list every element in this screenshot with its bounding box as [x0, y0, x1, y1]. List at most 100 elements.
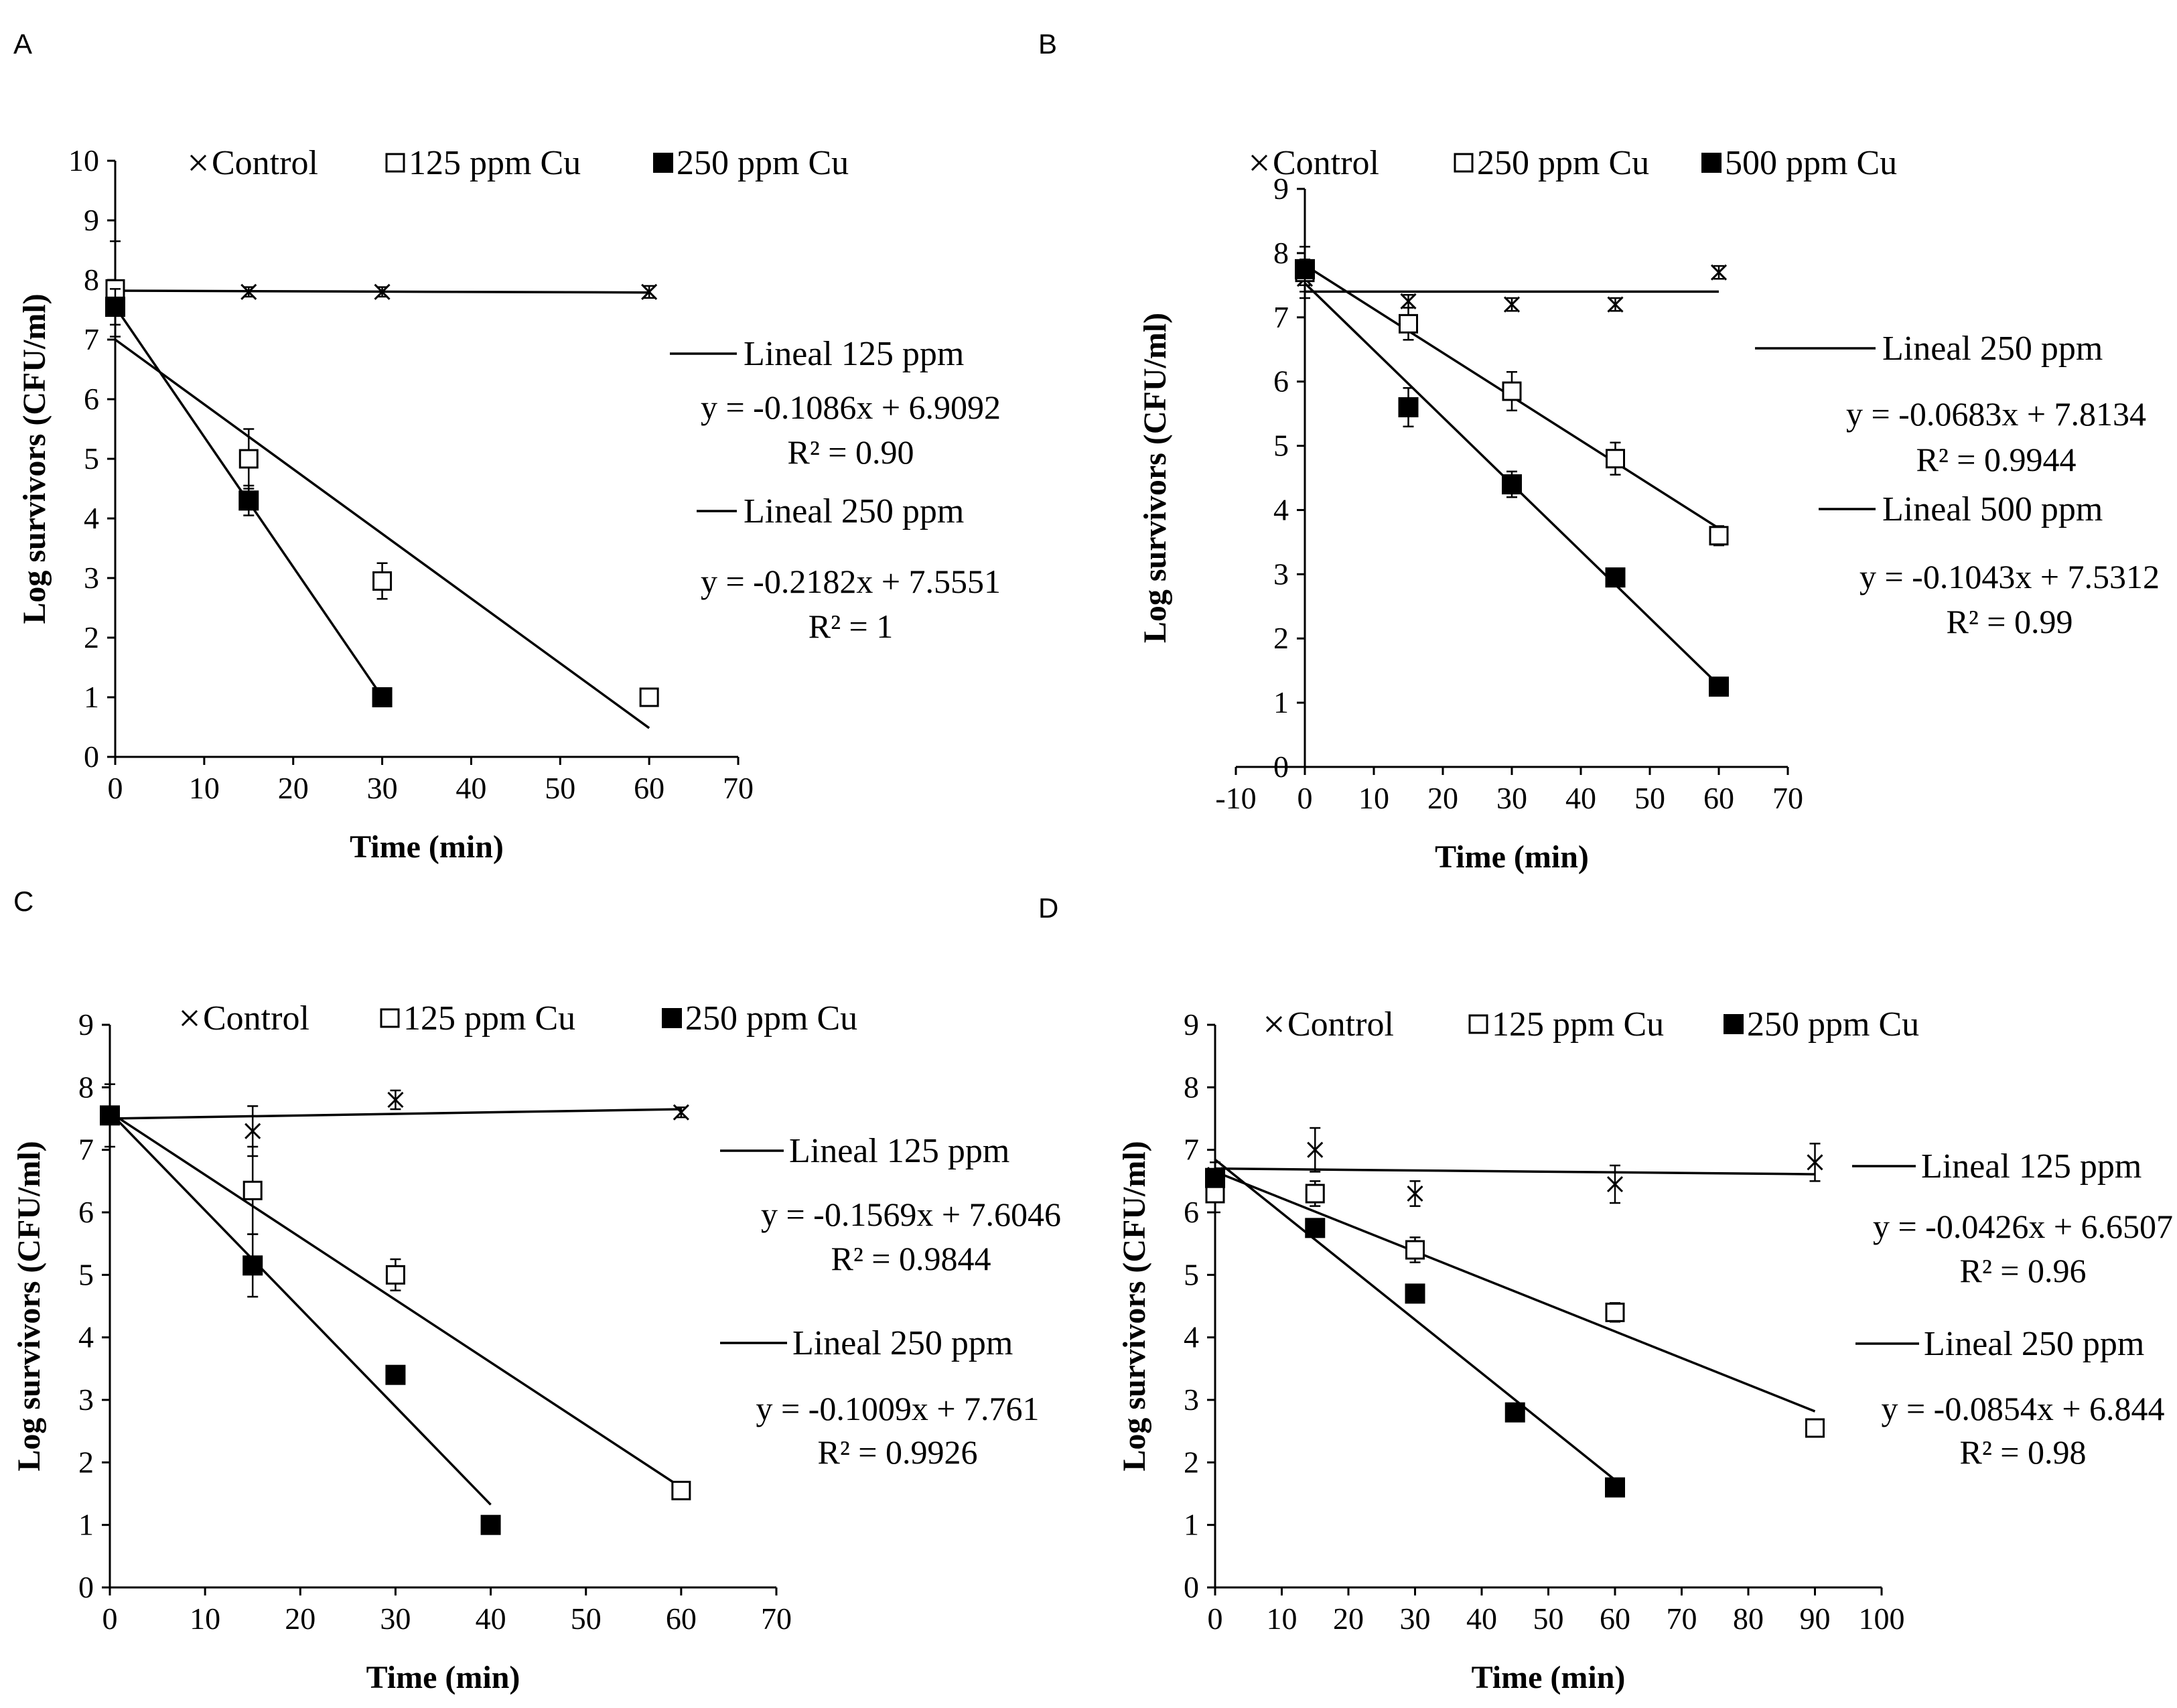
data-point: [244, 1123, 261, 1139]
x-tick-label: 50: [1634, 781, 1665, 815]
legend-label: 250 ppm Cu: [1747, 1005, 1919, 1044]
data-point: [1607, 296, 1624, 313]
fit-name: Lineal 250 ppm: [1924, 1325, 2144, 1363]
data-point: [1405, 1283, 1425, 1304]
x-tick-label: 30: [367, 771, 398, 805]
panel-letter: C: [13, 885, 33, 917]
data-point: [1710, 264, 1728, 281]
y-tick-label: 5: [1273, 429, 1289, 463]
x-tick-label: 0: [108, 771, 123, 805]
data-point: [1709, 526, 1729, 546]
x-tick-label: 40: [1565, 781, 1596, 815]
y-tick-label: 0: [1273, 750, 1289, 784]
y-tick-label: 9: [84, 203, 99, 237]
y-tick-label: 6: [1273, 364, 1289, 399]
fit-name: Lineal 250 ppm: [1882, 330, 2103, 368]
trendline: [109, 1108, 681, 1120]
y-tick-label: 8: [78, 1070, 94, 1104]
legend-label: Control: [1287, 1005, 1394, 1044]
x-tick-label: 10: [189, 771, 220, 805]
data-point: [1502, 381, 1522, 401]
data-point: [105, 297, 125, 317]
data-point: [1805, 1418, 1825, 1438]
y-tick-label: 2: [78, 1445, 94, 1479]
trendline: [1214, 1167, 1815, 1176]
data-point: [641, 283, 658, 300]
fit-name: Lineal 250 ppm: [744, 492, 964, 530]
x-tick-label: 60: [634, 771, 664, 805]
data-point: [673, 1104, 689, 1121]
y-tick-label: 7: [1184, 1133, 1199, 1167]
y-tick-label: 6: [1184, 1195, 1199, 1229]
x-tick-label: 10: [190, 1602, 220, 1636]
legend-label: Control: [1273, 144, 1379, 182]
fit-equation: y = -0.0683x + 7.8134: [1846, 395, 2146, 433]
legend-label: 125 ppm Cu: [403, 999, 575, 1038]
data-point: [242, 1180, 263, 1200]
x-tick-label: 70: [1667, 1602, 1697, 1636]
legend-label: 125 ppm Cu: [409, 144, 581, 182]
panel-b: B 0 1 2 3 4 5 6 7 8 9 -10 0 10 20 30 40 50 60 70 Time (min) L…: [1038, 28, 2160, 875]
data-point: [1504, 1402, 1525, 1423]
fit-name: Lineal 500 ppm: [1882, 490, 2103, 528]
x-tick-label: 40: [455, 771, 486, 805]
panel-letter: D: [1038, 892, 1058, 924]
legend-marker: [1454, 153, 1474, 173]
fit-equation: y = -0.2182x + 7.5551: [701, 563, 1001, 600]
y-tick-label: 0: [1184, 1570, 1199, 1604]
data-point: [385, 1265, 405, 1285]
fit-equation: y = -0.0426x + 6.6507: [1873, 1208, 2173, 1245]
y-tick-label: 4: [78, 1320, 94, 1354]
y-tick-label: 6: [84, 382, 99, 416]
fit-r-squared: R² = 0.96: [1959, 1252, 2086, 1289]
x-tick-label: 60: [1600, 1602, 1630, 1636]
trendline: [1214, 1170, 1816, 1413]
data-point: [387, 1091, 404, 1109]
legend-marker: [653, 153, 673, 173]
data-point: [1605, 567, 1626, 588]
data-point: [238, 490, 259, 511]
y-tick-label: 4: [1184, 1320, 1199, 1354]
data-point: [1405, 1240, 1425, 1260]
fit-name: Lineal 250 ppm: [792, 1324, 1013, 1362]
trendline: [114, 338, 650, 729]
fit-equation: y = -0.0854x + 6.844: [1881, 1390, 2164, 1427]
fit-equation: y = -0.1569x + 7.6046: [761, 1196, 1061, 1233]
y-tick-label: 5: [78, 1257, 94, 1291]
fit-r-squared: R² = 0.90: [787, 433, 914, 471]
x-tick-label: 90: [1800, 1602, 1831, 1636]
fit-r-squared: R² = 1: [809, 608, 894, 645]
fit-r-squared: R² = 0.99: [1946, 603, 2073, 640]
y-tick-label: 9: [1184, 1007, 1199, 1042]
x-tick-label: -10: [1215, 781, 1256, 815]
fit-r-squared: R² = 0.98: [1959, 1433, 2086, 1471]
data-point: [1305, 1218, 1326, 1238]
x-tick-label: 70: [1772, 781, 1803, 815]
panel-a: A 0 1 2 3 4 5 6 7 8 9 10 0 10 20 30 40 50 60 70 Time (min) Lo…: [13, 28, 1001, 865]
x-tick-label: 50: [545, 771, 575, 805]
data-point: [1295, 259, 1315, 279]
legend-label: 250 ppm Cu: [677, 144, 849, 182]
data-point: [1400, 293, 1417, 309]
x-tick-label: 0: [1208, 1602, 1223, 1636]
data-point: [1709, 677, 1729, 697]
y-tick-label: 1: [1184, 1508, 1199, 1542]
data-point: [372, 687, 393, 707]
y-tick-label: 6: [78, 1195, 94, 1229]
x-axis-title: Time (min): [350, 829, 504, 865]
fit-equation: y = -0.1086x + 6.9092: [701, 388, 1001, 426]
data-point: [1606, 1176, 1624, 1193]
x-tick-label: 50: [571, 1602, 602, 1636]
y-axis-title: Log survivors (CFU/ml): [11, 1141, 47, 1471]
data-point: [242, 1255, 263, 1276]
y-tick-label: 4: [84, 501, 99, 535]
x-tick-label: 20: [1333, 1602, 1364, 1636]
x-tick-label: 10: [1358, 781, 1389, 815]
y-tick-label: 1: [84, 680, 99, 714]
y-tick-label: 10: [68, 143, 99, 177]
y-tick-label: 0: [84, 739, 99, 774]
fit-r-squared: R² = 0.9944: [1916, 441, 2076, 478]
fit-name: Lineal 125 ppm: [789, 1132, 1009, 1170]
y-tick-label: 3: [1184, 1382, 1199, 1417]
x-tick-label: 10: [1267, 1602, 1297, 1636]
